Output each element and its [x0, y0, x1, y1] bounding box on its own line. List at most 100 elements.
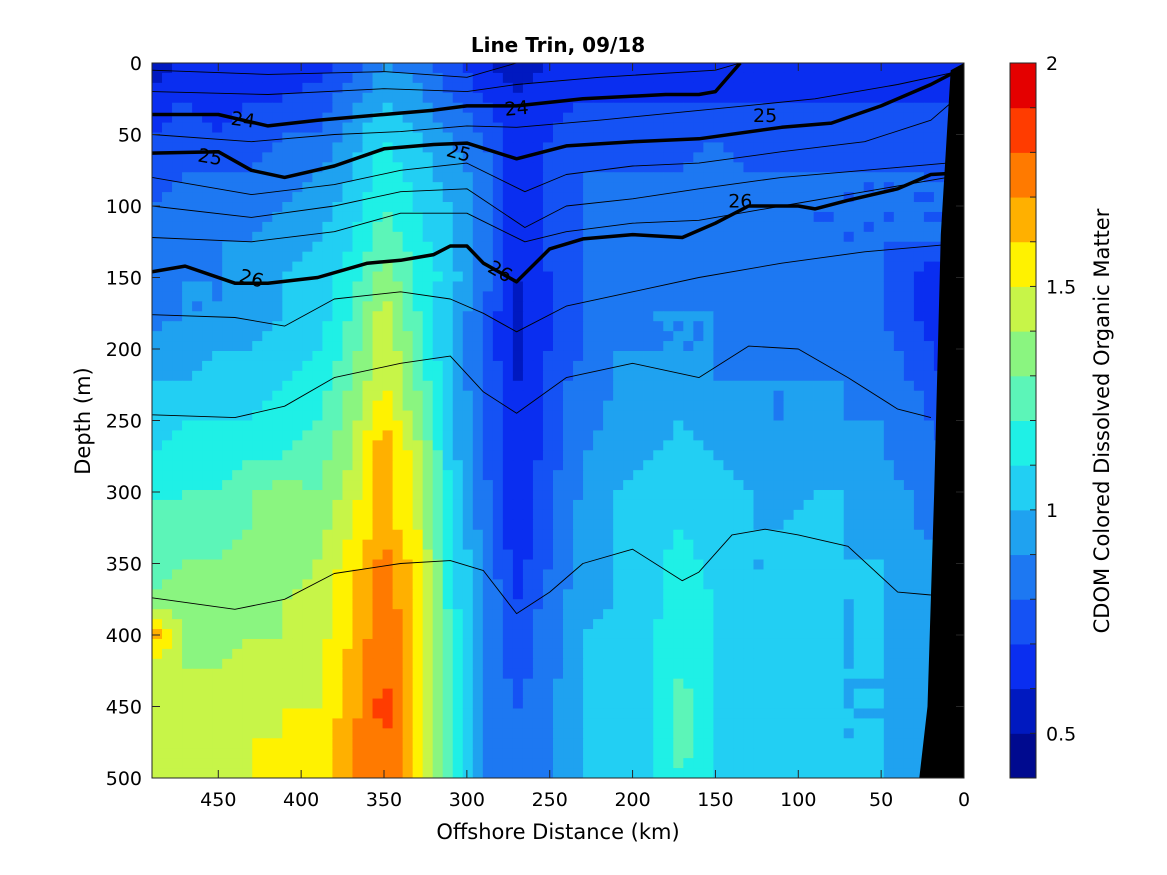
cdom-cell [292, 162, 303, 173]
cdom-cell [262, 350, 273, 362]
cdom-cell [372, 599, 384, 610]
cdom-cell [593, 162, 604, 173]
cdom-cell [402, 499, 414, 511]
cdom-cell [202, 251, 213, 263]
cdom-cell [823, 102, 835, 114]
cdom-cell [332, 440, 344, 451]
cdom-cell [482, 241, 494, 253]
cdom-cell [773, 480, 785, 491]
cdom-cell [713, 599, 724, 610]
cdom-cell [743, 400, 755, 412]
cdom-cell [252, 460, 263, 471]
cdom-cell [302, 202, 313, 213]
cdom-cell [733, 390, 745, 402]
cdom-cell [182, 638, 193, 650]
cdom-cell [442, 569, 454, 580]
cdom-cell [923, 539, 935, 551]
cdom-cell [312, 529, 324, 541]
cdom-cell [883, 589, 895, 600]
cdom-cell [903, 638, 915, 650]
cdom-cell [392, 221, 404, 233]
cdom-cell [372, 619, 384, 630]
cdom-cell [442, 132, 454, 144]
cdom-cell [172, 211, 183, 223]
cdom-cell [312, 440, 324, 451]
cdom-cell [372, 82, 384, 94]
cdom-cell [312, 261, 324, 273]
cdom-cell [763, 311, 775, 322]
cdom-cell [913, 172, 925, 183]
cdom-cell [152, 182, 163, 193]
cdom-cell [282, 460, 293, 471]
cdom-cell [192, 559, 203, 571]
cdom-cell [182, 301, 193, 312]
cdom-cell [603, 430, 614, 441]
cdom-cell [162, 202, 173, 213]
cdom-cell [182, 182, 193, 193]
cdom-cell [232, 420, 243, 432]
cdom-cell [222, 658, 233, 670]
cdom-cell [573, 549, 584, 561]
cdom-cell [252, 92, 263, 104]
cdom-cell [212, 559, 223, 571]
cdom-cell [843, 648, 855, 660]
cdom-cell [703, 271, 714, 283]
cdom-cell [262, 72, 273, 84]
cdom-cell [633, 112, 644, 124]
cdom-cell [583, 172, 594, 183]
cdom-cell [342, 231, 354, 243]
cdom-cell [372, 470, 384, 481]
cdom-cell [803, 480, 815, 491]
cdom-cell [382, 589, 394, 600]
cdom-cell [332, 221, 344, 233]
cdom-cell [613, 490, 624, 501]
cdom-cell [312, 152, 324, 163]
cdom-cell [492, 182, 504, 193]
cdom-cell [502, 380, 514, 392]
cdom-cell [222, 82, 233, 94]
cdom-cell [703, 400, 714, 412]
cdom-cell [633, 92, 644, 104]
cdom-cell [623, 609, 634, 620]
cdom-cell [813, 490, 825, 501]
cdom-cell [603, 480, 614, 491]
cdom-cell [663, 370, 674, 382]
cdom-cell [643, 350, 654, 362]
cdom-cell [212, 182, 223, 193]
cdom-cell [723, 152, 735, 163]
cdom-cell [663, 599, 674, 610]
cdom-cell [623, 569, 634, 580]
cdom-cell [502, 529, 514, 541]
cdom-cell [192, 629, 203, 640]
cdom-cell [863, 380, 875, 392]
cdom-cell [372, 341, 384, 352]
cdom-cell [412, 460, 424, 471]
cdom-cell [272, 569, 283, 580]
cdom-cell [402, 529, 414, 541]
cdom-cell [843, 658, 855, 670]
cdom-cell [502, 668, 514, 680]
cdom-cell [643, 281, 654, 292]
cdom-cell [332, 370, 344, 382]
cdom-cell [322, 400, 334, 412]
cdom-cell [312, 341, 324, 352]
cdom-cell [613, 202, 624, 213]
cdom-cell [803, 638, 815, 650]
cdom-cell [883, 241, 895, 253]
cdom-cell [563, 142, 574, 153]
cdom-cell [743, 142, 755, 153]
cdom-cell [633, 559, 644, 571]
cdom-cell [573, 519, 584, 531]
cdom-cell [843, 450, 855, 461]
cdom-cell [703, 202, 714, 213]
cdom-cell [382, 132, 394, 144]
cdom-cell [813, 341, 825, 352]
cdom-cell [512, 390, 524, 402]
cdom-cell [302, 599, 313, 610]
cdom-cell [713, 589, 724, 600]
cdom-cell [242, 202, 253, 213]
cdom-cell [683, 360, 694, 372]
cdom-cell [462, 490, 474, 501]
cdom-cell [312, 370, 324, 382]
cdom-cell [442, 589, 454, 600]
